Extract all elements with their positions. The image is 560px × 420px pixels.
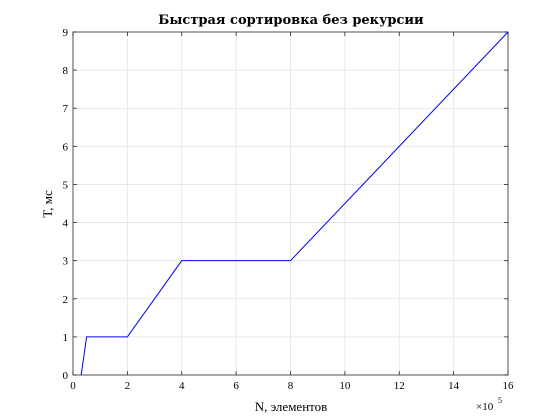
y-tick-label: 3 <box>63 256 69 268</box>
x-axis-label: N, элементов <box>255 399 328 414</box>
x-tick-label: 8 <box>288 380 294 392</box>
y-tick-label: 0 <box>63 370 69 382</box>
x-multiplier-base: ×10 <box>476 401 494 413</box>
x-tick-label: 14 <box>448 380 460 392</box>
x-tick-label: 4 <box>179 380 185 392</box>
x-tick-label: 10 <box>339 380 351 392</box>
series-line-1 <box>80 31 509 376</box>
y-tick-label: 1 <box>63 332 69 344</box>
chart-title: Быстрая сортировка без рекурсии <box>158 13 424 28</box>
x-axis-multiplier: ×10 5 <box>476 396 502 413</box>
x-tick-label: 6 <box>233 380 239 392</box>
x-tick-label: 12 <box>394 380 405 392</box>
x-tick-label: 2 <box>125 380 131 392</box>
y-tick-label: 7 <box>63 103 69 115</box>
x-multiplier-exponent: 5 <box>498 396 502 405</box>
x-tick-label: 0 <box>70 380 76 392</box>
y-axis-label: T, мс <box>40 190 55 218</box>
y-tick-label: 2 <box>63 294 69 306</box>
y-tick-label: 4 <box>63 218 69 230</box>
grid <box>73 32 508 375</box>
tick-marks <box>72 31 509 376</box>
y-tick-label: 6 <box>63 141 69 153</box>
y-tick-label: 5 <box>63 179 69 191</box>
y-tick-label: 8 <box>63 65 69 77</box>
y-tick-label: 9 <box>63 27 69 39</box>
x-tick-label: 16 <box>503 380 515 392</box>
series-layer <box>80 31 509 376</box>
